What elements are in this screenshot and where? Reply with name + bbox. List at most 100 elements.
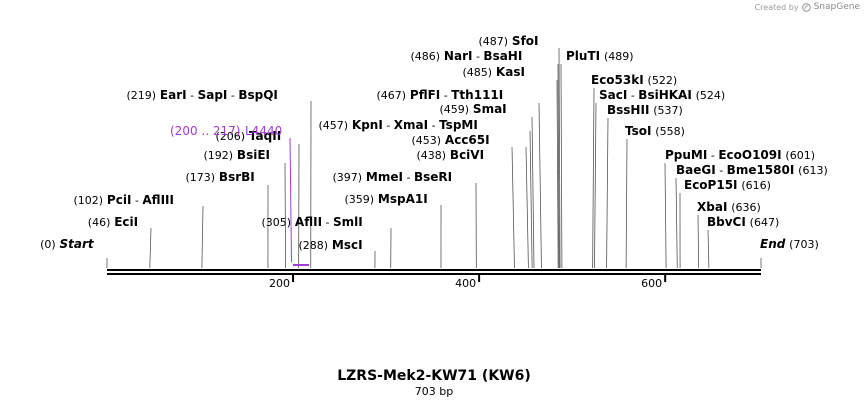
site-label-xbai[interactable]: XbaI (636)	[697, 200, 761, 214]
site-position: (703)	[789, 238, 819, 251]
site-label-ecii[interactable]: (46) EciI	[88, 215, 138, 229]
site-label-tsoi[interactable]: TsoI (558)	[625, 124, 685, 138]
enzyme-name: SmaI	[473, 102, 507, 116]
site-leader-lines	[106, 47, 762, 269]
enzyme-name: BseRI	[414, 170, 452, 184]
site-position: (438)	[417, 149, 447, 162]
site-position: (192)	[204, 149, 234, 162]
site-label-sfoi[interactable]: (487) SfoI	[479, 34, 539, 48]
site-label-taqii[interactable]: (206) TaqII	[216, 129, 282, 143]
enzyme-name: TspMI	[439, 118, 478, 132]
enzyme-name: PpuMI	[665, 148, 707, 162]
site-label-start[interactable]: (0) Start	[40, 237, 95, 251]
credit-brand: SnapGene	[813, 2, 860, 12]
enzyme-name: Eco53kI	[591, 73, 644, 87]
site-leader-pcii	[201, 205, 204, 269]
enzyme-name: BaeGI	[676, 163, 716, 177]
site-position: (467)	[377, 89, 407, 102]
enzyme-name: BsiEI	[237, 148, 270, 162]
site-position: (397)	[333, 171, 363, 184]
site-label-ecop15i[interactable]: EcoP15I (616)	[684, 178, 771, 192]
enzyme-name: XbaI	[697, 200, 727, 214]
enzyme-name: BbvCI	[707, 215, 746, 229]
credit-created-by: Created by	[754, 2, 799, 12]
enzyme-name: Bme1580I	[727, 163, 795, 177]
site-labels: (0) Start (46) EciI (102) PciI - AflIII (17…	[40, 34, 828, 252]
site-position: (486)	[411, 50, 441, 63]
enzyme-name: EarI	[160, 88, 187, 102]
enzyme-name: NarI	[444, 49, 473, 63]
site-label-bsiei[interactable]: (192) BsiEI	[204, 148, 271, 162]
enzyme-name: PciI	[107, 193, 132, 207]
ruler-tick-label: 400	[455, 277, 476, 290]
enzyme-name: XmaI	[394, 118, 428, 132]
site-position: (0)	[40, 238, 56, 251]
feature-l4440[interactable]: (200 .. 217) L4440	[170, 124, 309, 266]
site-label-saci-bsihkai[interactable]: SacI - BsiHKAI (524)	[599, 88, 725, 102]
backbone-top-strand	[107, 269, 761, 271]
site-label-pluti[interactable]: PluTI (489)	[566, 49, 634, 63]
site-leader-ppumi	[664, 162, 667, 269]
site-label-baegi-bme1580i[interactable]: BaeGI - Bme1580I (613)	[676, 163, 828, 177]
site-leader-eco53ki	[592, 87, 595, 269]
site-leader-acc65i	[525, 146, 529, 269]
enzyme-name: SacI	[599, 88, 627, 102]
site-position: (219)	[127, 89, 157, 102]
plasmid-linear-map: (0) Start (46) EciI (102) PciI - AflIII (17…	[40, 34, 828, 290]
site-position: (206)	[216, 130, 246, 143]
enzyme-name: AflII	[295, 215, 322, 229]
site-position: (173)	[186, 171, 216, 184]
site-label-smai[interactable]: (459) SmaI	[440, 102, 507, 116]
site-label-nari-bsahi[interactable]: (486) NarI - BsaHI	[411, 49, 523, 63]
site-leader-xbai	[697, 214, 700, 269]
site-label-pcii-afliii[interactable]: (102) PciI - AflIII	[74, 193, 174, 207]
site-position: (647)	[750, 216, 780, 229]
enzyme-name: BsrBI	[219, 170, 255, 184]
enzyme-name: EcoP15I	[684, 178, 738, 192]
site-position: (522)	[648, 74, 678, 87]
site-label-kasi[interactable]: (485) KasI	[463, 65, 525, 79]
site-position: (616)	[741, 179, 771, 192]
site-position: (457)	[319, 119, 349, 132]
enzyme-name: AflIII	[142, 193, 174, 207]
enzyme-name: BciVI	[450, 148, 484, 162]
site-label-bsshii[interactable]: BssHII (537)	[607, 103, 683, 117]
enzyme-name: MmeI	[366, 170, 403, 184]
ruler-tick-label: 600	[641, 277, 662, 290]
snapgene-logo-icon	[801, 2, 811, 12]
backbone-bottom-strand	[107, 273, 761, 275]
site-label-aflii-smli[interactable]: (305) AflII - SmlI	[262, 215, 363, 229]
site-leader-bsshii	[606, 117, 609, 269]
site-leader-kasi	[556, 79, 559, 269]
sequence-length: 703 bp	[414, 385, 454, 398]
site-label-eari-sapi-bspqi[interactable]: (219) EarI - SapI - BspQI	[127, 88, 278, 102]
site-leader-bcivi	[511, 146, 515, 269]
site-label-mmei-bseri[interactable]: (397) MmeI - BseRI	[333, 170, 453, 184]
site-leader-tsoi	[625, 138, 628, 269]
ruler-ticks: 200 400 600	[269, 275, 667, 290]
site-label-bcivi[interactable]: (438) BciVI	[417, 148, 485, 162]
site-label-end[interactable]: End (703)	[760, 237, 819, 251]
site-label-eco53ki[interactable]: Eco53kI (522)	[591, 73, 677, 87]
site-position: (459)	[440, 103, 470, 116]
enzyme-name: BsiHKAI	[638, 88, 692, 102]
site-position: (524)	[696, 89, 726, 102]
site-label-bsrbi[interactable]: (173) BsrBI	[186, 170, 255, 184]
enzyme-name: PluTI	[566, 49, 600, 63]
enzyme-name: TsoI	[625, 124, 651, 138]
site-position: (305)	[262, 216, 292, 229]
enzyme-name: SfoI	[512, 34, 539, 48]
site-label-bbvci[interactable]: BbvCI (647)	[707, 215, 779, 229]
site-label-pflfi-tth111i[interactable]: (467) PflFI - Tth111I	[377, 88, 504, 102]
site-label-mspa1i[interactable]: (359) MspA1I	[345, 192, 428, 206]
site-label-kpni-xmai-tspmi[interactable]: (457) KpnI - XmaI - TspMI	[319, 118, 478, 132]
site-label-ppumi-ecoo109i[interactable]: PpuMI - EcoO109I (601)	[665, 148, 815, 162]
feature-l4440-name: L4440	[245, 124, 282, 138]
site-leader-kpni	[529, 130, 533, 269]
enzyme-name: EcoO109I	[718, 148, 781, 162]
site-label-acc65i[interactable]: (453) Acc65I	[412, 133, 490, 147]
site-label-msci[interactable]: (288) MscI	[299, 238, 363, 252]
site-position: (102)	[74, 194, 104, 207]
site-position: (601)	[785, 149, 815, 162]
site-position: (485)	[463, 66, 493, 79]
